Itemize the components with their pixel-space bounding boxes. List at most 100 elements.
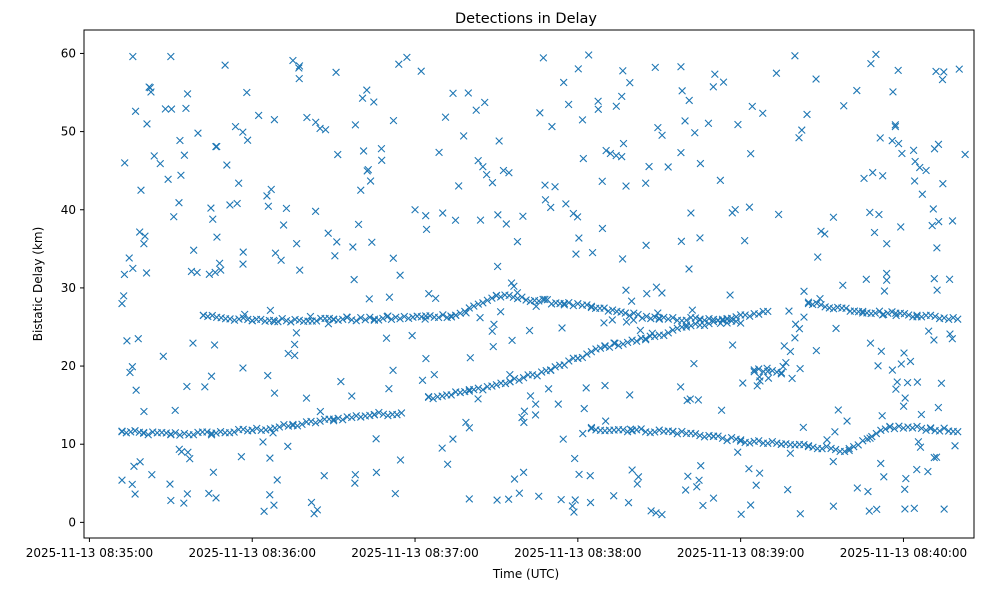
detection-point bbox=[764, 374, 773, 382]
detection-point bbox=[352, 412, 361, 420]
detection-point bbox=[212, 142, 220, 151]
detection-point bbox=[829, 304, 838, 313]
detection-point bbox=[488, 382, 496, 390]
detection-point bbox=[520, 418, 528, 427]
detection-point bbox=[430, 370, 439, 379]
detection-point bbox=[194, 129, 202, 137]
detection-point bbox=[208, 311, 217, 320]
detection-point bbox=[678, 87, 686, 95]
detection-point bbox=[808, 300, 817, 309]
detection-point bbox=[696, 159, 705, 168]
detection-point bbox=[709, 317, 718, 326]
detection-point bbox=[120, 270, 129, 279]
detection-point bbox=[669, 326, 677, 334]
detection-point bbox=[791, 52, 799, 60]
detection-point bbox=[377, 144, 386, 153]
detection-point bbox=[331, 252, 339, 260]
detection-point bbox=[239, 128, 247, 136]
detection-point bbox=[799, 423, 808, 432]
detection-point bbox=[619, 139, 628, 148]
detection-point bbox=[840, 447, 849, 456]
detection-point bbox=[849, 442, 858, 451]
detection-point bbox=[930, 274, 939, 283]
detection-point bbox=[493, 496, 501, 504]
detection-point bbox=[370, 411, 379, 419]
detection-point bbox=[961, 150, 969, 159]
plot-frame bbox=[83, 29, 975, 539]
detection-point bbox=[893, 378, 902, 386]
detection-point bbox=[568, 502, 577, 510]
y-tick-label: 50 bbox=[61, 125, 76, 139]
detection-point bbox=[752, 481, 760, 490]
detection-point bbox=[940, 505, 948, 513]
detection-point bbox=[284, 422, 293, 430]
detection-point bbox=[782, 358, 790, 367]
detection-point bbox=[560, 301, 569, 309]
detection-point bbox=[800, 313, 808, 321]
y-axis: 0 10 20 30 40 50 60 bbox=[61, 46, 84, 529]
detection-point bbox=[659, 313, 668, 322]
detection-point bbox=[617, 152, 626, 161]
detection-point bbox=[143, 120, 151, 128]
detection-point bbox=[480, 98, 489, 107]
detection-point bbox=[881, 425, 890, 433]
detection-point bbox=[126, 368, 134, 377]
detection-point bbox=[167, 430, 175, 439]
detection-point bbox=[642, 241, 650, 250]
detection-point bbox=[685, 265, 693, 273]
detection-point bbox=[903, 378, 912, 387]
detection-point bbox=[788, 374, 796, 383]
detection-point bbox=[651, 63, 660, 72]
detection-point bbox=[217, 313, 225, 322]
detection-point bbox=[252, 424, 261, 433]
detection-point bbox=[356, 186, 365, 195]
detection-point bbox=[211, 268, 219, 277]
detection-point bbox=[704, 119, 713, 128]
detection-point bbox=[685, 96, 694, 105]
detection-point bbox=[587, 424, 596, 433]
detection-point bbox=[349, 243, 357, 251]
detection-point bbox=[834, 406, 843, 414]
detection-point bbox=[628, 336, 636, 344]
detection-point bbox=[459, 132, 468, 140]
detection-point bbox=[506, 377, 514, 386]
detection-point bbox=[745, 439, 754, 447]
detection-point bbox=[189, 430, 198, 439]
detection-point bbox=[944, 315, 953, 324]
detection-point bbox=[267, 185, 276, 194]
detection-point bbox=[126, 428, 135, 436]
detection-point bbox=[803, 110, 811, 119]
detection-point bbox=[292, 329, 301, 337]
detection-point bbox=[449, 435, 457, 443]
y-tick-label: 60 bbox=[61, 46, 76, 60]
detection-point bbox=[868, 168, 877, 177]
detection-point bbox=[677, 237, 686, 246]
detection-point bbox=[664, 315, 673, 323]
detection-point bbox=[926, 311, 935, 320]
detection-point bbox=[334, 316, 342, 325]
detection-point bbox=[239, 260, 247, 268]
detection-point bbox=[447, 391, 456, 399]
detection-point bbox=[763, 364, 771, 373]
detection-point bbox=[718, 434, 727, 443]
detection-point bbox=[259, 438, 267, 446]
detection-point bbox=[831, 428, 839, 436]
detection-point bbox=[520, 407, 529, 416]
detection-point bbox=[889, 88, 897, 96]
detection-point bbox=[780, 342, 789, 350]
detection-point bbox=[525, 326, 534, 335]
detection-point bbox=[570, 454, 579, 463]
detection-point bbox=[626, 425, 635, 433]
detection-point bbox=[212, 494, 220, 502]
detection-point bbox=[180, 151, 189, 159]
y-tick-label: 30 bbox=[61, 281, 76, 295]
detection-point bbox=[456, 309, 465, 318]
detection-point bbox=[212, 142, 221, 151]
detection-point bbox=[519, 373, 528, 382]
detection-point bbox=[546, 203, 555, 212]
detection-point bbox=[726, 291, 734, 299]
detection-point bbox=[736, 437, 745, 445]
detection-point bbox=[507, 279, 516, 287]
detection-point bbox=[643, 289, 651, 298]
detection-point bbox=[696, 234, 704, 242]
